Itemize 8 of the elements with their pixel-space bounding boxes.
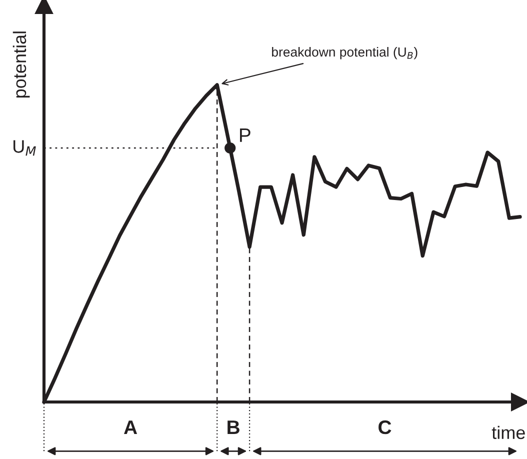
ref-line-label: U$_{M}$ (14, 140, 36, 156)
y-axis-title: potential (12, 32, 30, 98)
text: breakdown potential (U$_{B}$) (272, 46, 418, 60)
text: C (378, 420, 392, 434)
text: B (228, 420, 240, 434)
text: A (124, 420, 138, 434)
annotation: P (240, 128, 250, 142)
x-axis-title: time (492, 426, 525, 440)
